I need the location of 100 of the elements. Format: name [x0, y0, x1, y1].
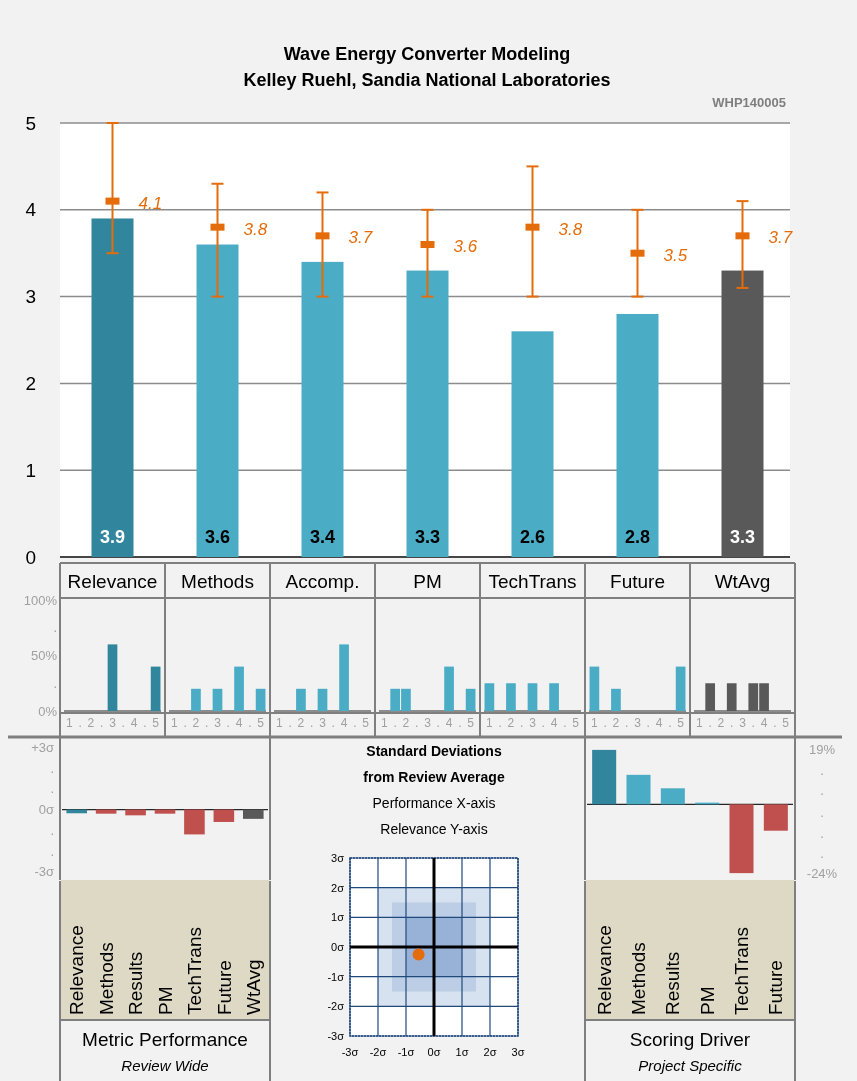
bar	[763, 804, 788, 831]
bar	[406, 270, 449, 557]
x-tick-label: .	[751, 716, 755, 731]
x-tick-label: 4	[445, 716, 453, 731]
y-tick-label: 1σ	[331, 911, 345, 924]
x-tick-label: 5	[677, 716, 685, 731]
bar	[729, 804, 754, 874]
y-tick-label: .	[820, 805, 824, 821]
text: Metric Performance	[82, 1029, 248, 1050]
x-tick-label: TechTrans	[731, 927, 753, 1015]
x-tick-label: TechTrans	[184, 927, 206, 1015]
x-tick-label: 3	[529, 716, 537, 731]
x-tick-label: .	[668, 716, 672, 731]
data-label: 3.7	[348, 228, 373, 248]
bar	[511, 331, 554, 557]
x-tick-label: 1	[276, 716, 284, 731]
x-tick-label: TechTrans	[488, 570, 577, 592]
chart-title: Standard Deviations from Review Average	[363, 743, 505, 785]
x-tick-label: PM	[696, 986, 718, 1015]
y-tick-label: 0σ	[38, 802, 54, 818]
x-tick-label: 4	[760, 716, 768, 731]
x-tick-label: 2	[297, 716, 305, 731]
x-tick-label: 4	[655, 716, 663, 731]
x-tick-label: .	[730, 716, 734, 731]
y-tick-label: 19%	[808, 742, 836, 758]
x-tick-label: 3σ	[511, 1046, 525, 1058]
x-tick-label: Results	[662, 951, 684, 1015]
y-axis-title: Relevance Y-axis	[380, 821, 488, 837]
y-tick-label: 5	[25, 112, 36, 134]
x-tick-label: .	[498, 716, 502, 731]
x-tick-label: WtAvg	[242, 959, 264, 1015]
x-tick-label: .	[183, 716, 187, 731]
x-tick-label: .	[563, 716, 567, 731]
data-label: 3.6	[453, 237, 478, 257]
x-tick-label: .	[541, 716, 545, 731]
x-tick-label: 2	[717, 716, 725, 731]
x-tick-label: Future	[610, 570, 665, 592]
bar	[721, 270, 764, 557]
y-tick-label: .	[50, 781, 54, 797]
y-tick-label: +3σ	[31, 739, 54, 755]
x-tick-label: .	[205, 716, 209, 731]
x-tick-label: .	[458, 716, 462, 731]
y-tick-label: 50%	[30, 648, 58, 664]
x-tick-label: 5	[152, 716, 160, 731]
x-tick-label: 5	[362, 716, 370, 731]
x-tick-label: .	[78, 716, 82, 731]
x-tick-label: .	[436, 716, 440, 731]
y-tick-label: .	[50, 843, 54, 859]
data-label: 3.6	[204, 527, 231, 547]
x-tick-label: 4	[550, 716, 558, 731]
data-label: 3.9	[99, 527, 126, 547]
x-tick-label: -2σ	[369, 1046, 387, 1058]
data-label: 2.6	[519, 527, 546, 547]
x-tick-label: -1σ	[397, 1046, 415, 1058]
x-tick-label: Accomp.	[285, 570, 360, 592]
x-tick-label: -3σ	[341, 1046, 359, 1058]
x-tick-label: .	[310, 716, 314, 731]
text: Review Wide	[121, 1057, 209, 1074]
y-tick-label: -3σ	[327, 1029, 345, 1042]
x-tick-label: WtAvg	[714, 570, 771, 592]
bar	[660, 788, 685, 805]
x-tick-label: .	[248, 716, 252, 731]
y-tick-label: 0%	[38, 703, 58, 719]
y-tick-label: .	[53, 675, 57, 691]
x-tick-label: Future	[765, 960, 787, 1015]
data-label: 3.5	[663, 245, 688, 265]
x-axis-title: Performance X-axis	[372, 795, 496, 811]
bar	[616, 313, 659, 557]
x-tick-label: 5	[257, 716, 265, 731]
data-label: 2.8	[624, 527, 651, 547]
y-tick-label: .	[820, 762, 824, 778]
x-tick-label: .	[100, 716, 104, 731]
x-tick-label: .	[393, 716, 397, 731]
y-tick-label: .	[820, 782, 824, 798]
x-tick-label: 3	[634, 716, 642, 731]
x-tick-label: 2σ	[483, 1046, 497, 1058]
bar	[196, 244, 239, 557]
x-tick-label: 2	[507, 716, 515, 731]
x-tick-label: .	[646, 716, 650, 731]
x-tick-label: Future	[213, 960, 235, 1015]
text: Scoring Driver	[629, 1029, 751, 1050]
x-tick-label: Results	[125, 951, 147, 1015]
data-label: 3.7	[768, 228, 793, 248]
x-tick-label: .	[773, 716, 777, 731]
x-tick-label: Methods	[181, 570, 254, 592]
x-tick-label: 2	[87, 716, 95, 731]
x-tick-label: 3	[214, 716, 222, 731]
data-label: 4.1	[138, 193, 163, 213]
y-tick-label: .	[50, 822, 54, 838]
y-tick-label: .	[50, 760, 54, 776]
x-tick-label: .	[415, 716, 419, 731]
x-tick-label: Methods	[95, 942, 117, 1015]
bar	[626, 774, 651, 805]
x-tick-label: PM	[154, 986, 176, 1015]
x-tick-label: 2	[612, 716, 620, 731]
y-tick-label: 0	[25, 546, 36, 568]
data-label: 3.8	[558, 219, 583, 239]
x-tick-label: .	[121, 716, 125, 731]
x-tick-label: 1	[171, 716, 179, 731]
bar	[592, 749, 617, 805]
